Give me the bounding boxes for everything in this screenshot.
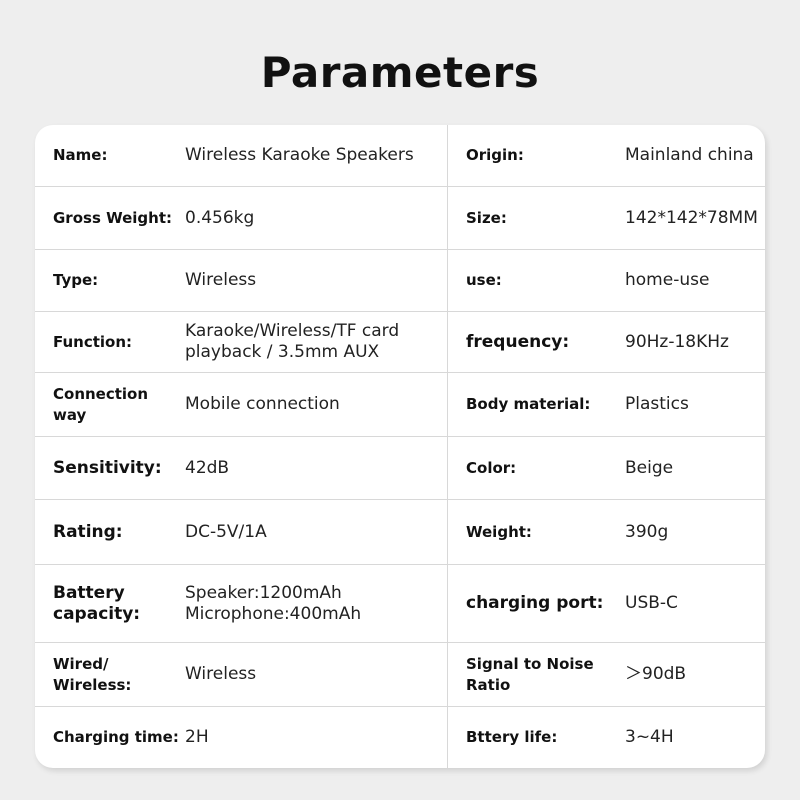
param-value: Mainland china [625,125,765,186]
param-label-text: Weight: [466,522,532,541]
param-value-text: 390g [625,521,669,542]
param-value-text: Mobile connection [185,394,340,414]
param-value: home-use [625,250,765,311]
param-label: Battery capacity: [53,565,183,642]
param-label: Connection way [53,373,183,436]
param-value-text: Wireless [185,664,257,684]
param-value: 2H [185,707,445,767]
param-value: Karaoke/Wireless/TF card playback / 3.5m… [185,312,445,372]
page-title: Parameters [260,48,540,97]
param-label: Type: [53,250,183,311]
param-label-text: Bttery life: [466,727,558,746]
param-label-text: Body material: [466,395,591,413]
param-value: ＞90dB [625,643,765,706]
param-label-text: Function: [53,332,133,351]
param-value: DC-5V/1A [185,500,445,564]
param-value-text: 90Hz-18KHz [625,331,729,352]
param-label-text: charging port: [466,593,604,613]
param-value: Speaker:1200mAh Microphone:400mAh [185,565,445,642]
param-value-text: Mainland china [625,145,754,165]
param-label: use: [466,250,626,311]
param-label: Name: [53,125,183,186]
param-label-text: Signal to Noise Ratio [466,654,594,694]
param-value: 142*142*78MM [625,187,765,249]
param-label: Signal to Noise Ratio [466,643,626,706]
table-row: Name: Wireless Karaoke Speakers Origin: Mai… [35,125,765,187]
param-value: Plastics [625,373,765,436]
param-label: charging port: [466,565,626,642]
table-row: Battery capacity: Speaker:1200mAh Microph… [35,565,765,643]
table-row: Type: Wireless use: home-use [35,250,765,312]
param-value-text: Wireless Karaoke Speakers [185,145,414,165]
column-divider [447,125,448,768]
param-label: Body material: [466,373,626,436]
param-label-text: Origin: [466,146,524,164]
param-value-text: Plastics [625,394,689,414]
param-label: Size: [466,187,626,249]
parameters-table: Name: Wireless Karaoke Speakers Origin: Mai… [35,125,765,768]
param-value-text: Karaoke/Wireless/TF card playback / 3.5m… [185,321,400,362]
param-label-text: frequency: [466,331,570,352]
param-label-text: Battery capacity: [53,582,141,624]
param-value: 3~4H [625,707,765,767]
param-label-text: Gross Weight: [53,208,173,227]
param-value-text: 2H [185,726,209,747]
param-value: Beige [625,437,765,499]
param-value: Wireless Karaoke Speakers [185,125,445,186]
param-value: USB-C [625,565,765,642]
param-label-text: Color: [466,458,517,477]
param-value-text: USB-C [625,593,678,613]
param-value: 42dB [185,437,445,499]
param-value: Mobile connection [185,373,445,436]
param-label-text: Name: [53,146,108,164]
param-label-text: Sensitivity: [53,457,162,478]
param-value: 0.456kg [185,187,445,249]
table-row: Rating: DC-5V/1A Weight: 390g [35,500,765,565]
table-row: Function: Karaoke/Wireless/TF card playba… [35,312,765,373]
param-label-text: Charging time: [53,727,179,746]
table-row: Sensitivity: 42dB Color: Beige [35,437,765,500]
param-value-text: Wireless [185,270,257,290]
param-label: Charging time: [53,707,183,767]
param-value: 90Hz-18KHz [625,312,765,372]
param-value: Wireless [185,643,445,706]
param-value: 390g [625,500,765,564]
param-value-text: ＞90dB [625,664,687,684]
param-value-text: 42dB [185,457,230,478]
param-value-text: home-use [625,270,710,290]
param-label: Origin: [466,125,626,186]
table-row: Gross Weight: 0.456kg Size: 142*142*78MM [35,187,765,250]
param-label-text: Type: [53,271,99,289]
table-row: Charging time: 2H Bttery life: 3~4H [35,707,765,767]
table-row: Wired/ Wireless: Wireless Signal to Noise … [35,643,765,707]
param-label-text: Rating: [53,521,123,542]
param-label: Color: [466,437,626,499]
table-row: Connection way Mobile connection Body mate… [35,373,765,437]
param-label-text: use: [466,271,502,289]
param-value: Wireless [185,250,445,311]
param-label-text: Wired/ Wireless: [53,654,132,694]
param-label: Bttery life: [466,707,626,767]
param-label: frequency: [466,312,626,372]
param-label: Gross Weight: [53,187,183,249]
param-label: Rating: [53,500,183,564]
param-value-text: 142*142*78MM [625,207,758,228]
param-value-text: 3~4H [625,726,674,747]
param-label: Sensitivity: [53,437,183,499]
param-value-text: DC-5V/1A [185,521,267,542]
param-value-text: Speaker:1200mAh Microphone:400mAh [185,582,362,624]
param-label-text: Size: [466,208,507,227]
param-value-text: 0.456kg [185,207,255,228]
param-label: Weight: [466,500,626,564]
param-value-text: Beige [625,457,674,478]
param-label: Wired/ Wireless: [53,643,183,706]
param-label-text: Connection way [53,384,149,424]
param-label: Function: [53,312,183,372]
